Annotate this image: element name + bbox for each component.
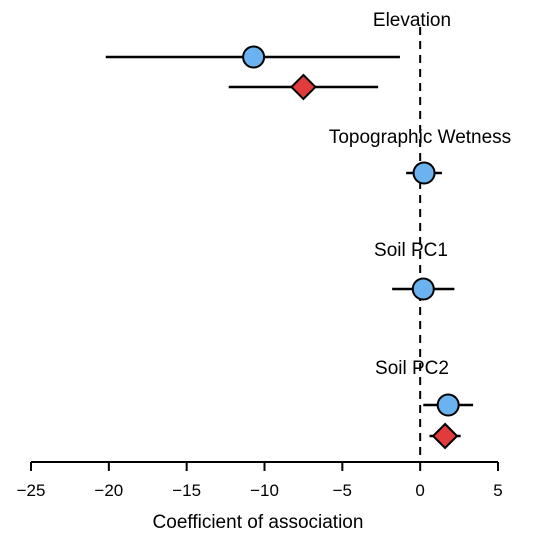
x-axis-label: Coefficient of association (153, 512, 364, 533)
x-tick-label: −20 (94, 481, 123, 500)
predictor-group: Topographic Wetness (329, 127, 511, 185)
estimate-circle-marker (412, 161, 436, 185)
predictor-label: Elevation (373, 10, 451, 31)
x-tick-label: 5 (493, 481, 502, 500)
predictor-group: Elevation (105, 10, 451, 101)
predictor-group: Soil PC1 (374, 240, 455, 301)
x-tick-label: 0 (415, 481, 424, 500)
plot-groups: Elevation Topographic Wetness Soil PC1 Soil… (105, 10, 511, 450)
predictor-label: Soil PC1 (374, 240, 448, 261)
predictor-label: Soil PC2 (375, 358, 449, 379)
predictor-group: Soil PC2 (375, 358, 474, 450)
estimate-diamond-marker (290, 73, 317, 101)
x-tick-label: −15 (172, 481, 201, 500)
estimate-circle-marker (411, 277, 435, 301)
x-tick-label: −25 (17, 481, 46, 500)
x-axis-ticks: −25 −20 −15 −10 −5 0 5 (17, 462, 503, 500)
predictor-label: Topographic Wetness (329, 127, 511, 148)
estimate-circle-marker (242, 45, 266, 69)
x-tick-label: −5 (333, 481, 352, 500)
estimate-circle-marker (436, 393, 460, 417)
x-tick-label: −10 (250, 481, 279, 500)
estimate-diamond-marker (431, 422, 459, 450)
